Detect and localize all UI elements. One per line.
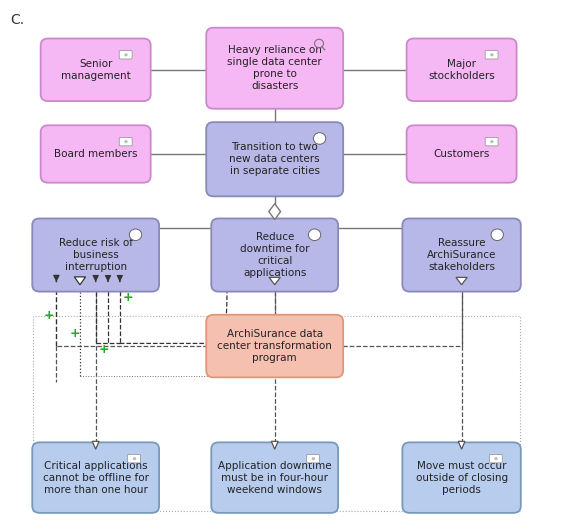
Circle shape <box>129 229 142 241</box>
Text: +: + <box>70 327 81 340</box>
Circle shape <box>131 231 139 239</box>
Text: +: + <box>99 343 109 356</box>
Text: C.: C. <box>10 13 24 27</box>
FancyBboxPatch shape <box>32 218 159 291</box>
Text: Board members: Board members <box>54 149 138 159</box>
Text: +: + <box>44 309 55 322</box>
FancyBboxPatch shape <box>212 442 338 513</box>
Polygon shape <box>458 441 465 449</box>
Text: Major
stockholders: Major stockholders <box>428 59 495 81</box>
FancyBboxPatch shape <box>402 442 521 513</box>
FancyBboxPatch shape <box>212 218 338 291</box>
Circle shape <box>124 53 127 57</box>
Polygon shape <box>271 441 278 449</box>
FancyBboxPatch shape <box>485 138 498 146</box>
Circle shape <box>314 133 326 144</box>
FancyBboxPatch shape <box>119 138 132 146</box>
Circle shape <box>316 135 324 142</box>
Text: Heavy reliance on
single data center
prone to
disasters: Heavy reliance on single data center pro… <box>227 45 322 91</box>
Circle shape <box>313 233 316 236</box>
Text: Transition to two
new data centers
in separate cities: Transition to two new data centers in se… <box>230 142 320 176</box>
Text: Customers: Customers <box>433 149 490 159</box>
Text: Critical applications
cannot be offline for
more than one hour: Critical applications cannot be offline … <box>43 461 149 495</box>
Polygon shape <box>74 277 86 285</box>
Circle shape <box>124 140 127 143</box>
Polygon shape <box>269 277 280 285</box>
Circle shape <box>133 457 136 460</box>
Text: Move must occur
outside of closing
periods: Move must occur outside of closing perio… <box>416 461 508 495</box>
Text: Reassure
ArchiSurance
stakeholders: Reassure ArchiSurance stakeholders <box>427 238 496 272</box>
FancyBboxPatch shape <box>485 51 498 59</box>
Circle shape <box>496 233 499 236</box>
Circle shape <box>490 140 494 143</box>
FancyBboxPatch shape <box>407 39 517 101</box>
Circle shape <box>134 233 137 236</box>
Circle shape <box>491 229 504 241</box>
FancyBboxPatch shape <box>32 442 159 513</box>
FancyBboxPatch shape <box>206 28 343 109</box>
Polygon shape <box>92 441 99 449</box>
Circle shape <box>309 229 321 241</box>
FancyBboxPatch shape <box>402 218 521 291</box>
Circle shape <box>311 231 319 239</box>
Text: ArchiSurance data
center transformation
program: ArchiSurance data center transformation … <box>217 329 332 363</box>
FancyBboxPatch shape <box>41 39 151 101</box>
FancyBboxPatch shape <box>206 122 343 196</box>
Polygon shape <box>456 277 467 285</box>
Polygon shape <box>269 204 281 220</box>
Text: Reduce risk of
business
interruption: Reduce risk of business interruption <box>59 238 133 272</box>
FancyBboxPatch shape <box>490 454 503 463</box>
Circle shape <box>495 457 498 460</box>
Circle shape <box>312 457 315 460</box>
FancyBboxPatch shape <box>206 315 343 377</box>
FancyBboxPatch shape <box>41 125 151 183</box>
Text: Reduce
downtime for
critical
applications: Reduce downtime for critical application… <box>240 232 310 278</box>
Text: Application downtime
must be in four-hour
weekend windows: Application downtime must be in four-hou… <box>218 461 332 495</box>
Circle shape <box>490 53 494 57</box>
Text: Senior
management: Senior management <box>61 59 130 81</box>
FancyBboxPatch shape <box>119 51 132 59</box>
FancyBboxPatch shape <box>407 125 517 183</box>
FancyBboxPatch shape <box>127 454 140 463</box>
Circle shape <box>494 231 501 239</box>
Text: +: + <box>122 290 133 304</box>
Circle shape <box>318 137 321 140</box>
FancyBboxPatch shape <box>307 454 320 463</box>
